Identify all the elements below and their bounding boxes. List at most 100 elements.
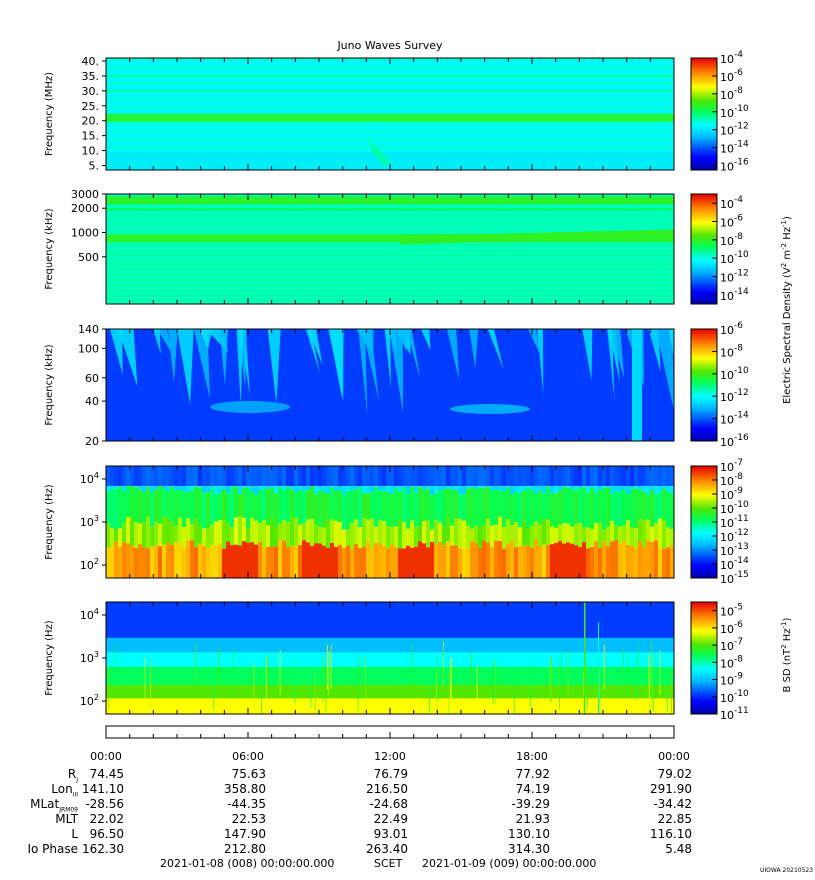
spectrogram-panel-3: 140 100 60 40 20 Frequency (kHz)	[44, 323, 675, 448]
colorbar-tick: 10-14	[720, 411, 749, 427]
colorbar-tick: 10-14	[720, 287, 749, 303]
ephemeris-value: 141.10	[82, 782, 124, 796]
ephemeris-value: 216.50	[366, 782, 408, 796]
ephemeris-value: 22.49	[373, 812, 408, 826]
ytick-label: 60	[85, 372, 99, 385]
ephemeris-value: 130.10	[508, 827, 550, 841]
ephemeris-value: 22.53	[231, 812, 266, 826]
ephemeris-value: 22.85	[657, 812, 692, 826]
ephemeris-value: 22.02	[89, 812, 124, 826]
ytick-label: 103	[80, 514, 99, 529]
ytick-label: 25.	[82, 100, 100, 113]
ytick-label: 40.	[82, 55, 100, 68]
ephemeris-value: 147.90	[224, 827, 266, 841]
ephemeris-value: 75.63	[231, 767, 266, 781]
colorbar-4: 10-710-810-910-1010-1110-1210-1310-1410-…	[690, 458, 749, 586]
ephemeris-value: -39.29	[511, 797, 550, 811]
ytick-label: 2000	[71, 202, 99, 215]
ephemeris-row-label: MLT	[55, 812, 78, 826]
ytick-label: 100	[78, 342, 99, 355]
colorbar-1: 10-4 10-6 10-8 10-10 10-12 10-14 10-16	[690, 50, 749, 174]
ephemeris-value: 212.80	[224, 842, 266, 856]
colorbar-tick: 10-12	[720, 269, 749, 285]
ytick-label: 104	[80, 607, 99, 622]
spectrogram-image-5	[106, 602, 674, 714]
footer-scet: SCET	[374, 857, 403, 870]
bsd-colorbar-label: B SD (nT2 Hz-1)	[780, 617, 793, 692]
ephemeris-row-label: MLatJRM09	[30, 797, 78, 814]
spectrogram-image-4	[106, 466, 674, 578]
ephemeris-value: 76.79	[373, 767, 408, 781]
plot-title: Juno Waves Survey	[336, 39, 443, 52]
ephemeris-value: 263.40	[366, 842, 408, 856]
ytick-label: 40	[85, 395, 99, 408]
ytick-label: 104	[80, 471, 99, 486]
ylabel-4: Frequency (Hz)	[44, 484, 55, 560]
ylabel-1: Frequency (MHz)	[44, 72, 55, 156]
ephemeris-value: 96.50	[89, 827, 124, 841]
ytick-label: 20.	[82, 115, 100, 128]
spectrogram-panel-5: 104 103 102 Frequency (Hz)	[44, 601, 675, 715]
ephemeris-value: 5.48	[665, 842, 692, 856]
ephemeris-value: 21.93	[515, 812, 550, 826]
time-tick-label: 00:00	[658, 750, 690, 763]
colorbar-tick: 10-8	[720, 343, 743, 359]
ephemeris-value: 74.19	[515, 782, 550, 796]
colorbar-tick: 10-9	[720, 672, 743, 688]
spectrogram-image-1	[106, 58, 674, 170]
colorbar-3: 10-6 10-8 10-10 10-12 10-14 10-16	[690, 321, 749, 449]
time-tick-label: 00:00	[90, 750, 122, 763]
ytick-label: 15.	[82, 130, 100, 143]
ephemeris-value: 291.90	[650, 782, 692, 796]
ephemeris-row-label: Io Phase	[27, 842, 78, 856]
colorbar-tick: 10-4	[720, 50, 743, 66]
ephemeris-value: 116.10	[650, 827, 692, 841]
time-tick-label: 12:00	[374, 750, 406, 763]
colorbar-tick: 10-6	[720, 620, 743, 636]
ephemeris-value: -24.68	[369, 797, 408, 811]
footer-end: 2021-01-09 (009) 00:00:00.000	[422, 857, 596, 870]
colorbar-tick: 10-6	[720, 321, 743, 337]
ytick-label: 3000	[71, 188, 99, 201]
colorbar-tick: 10-8	[720, 232, 743, 248]
colorbar-tick: 10-16	[720, 158, 749, 174]
colorbar-tick: 10-5	[720, 603, 743, 619]
ytick-label: 30.	[82, 85, 100, 98]
time-axis: 00:00 06:00 12:00 18:00 00:00	[90, 725, 690, 763]
colorbar-tick: 10-8	[720, 654, 743, 670]
footer-stamp: UIOWA 20210523	[760, 867, 813, 874]
ytick-label: 35.	[82, 70, 100, 83]
ephemeris-value: -44.35	[227, 797, 266, 811]
ephemeris-value: 358.80	[224, 782, 266, 796]
colorbar-tick: 10-8	[720, 86, 743, 102]
spectrogram-panel-4: 104 103 102 Frequency (Hz)	[44, 465, 675, 579]
ytick-label: 10.	[82, 145, 100, 158]
footer-start: 2021-01-08 (008) 00:00:00.000	[160, 857, 334, 870]
electric-colorbar-label: Electric Spectral Density (V2 m-2 Hz-1)	[780, 216, 793, 404]
colorbar-tick: 10-10	[720, 366, 749, 382]
ytick-label: 103	[80, 650, 99, 665]
ytick-label: 102	[80, 693, 99, 708]
colorbar-tick: 10-10	[720, 689, 749, 705]
ephemeris-value: -28.56	[85, 797, 124, 811]
colorbar-tick: 10-12	[720, 388, 749, 404]
colorbar-tick: 10-4	[720, 195, 743, 211]
ytick-label: 500	[78, 251, 99, 264]
colorbar-tick: 10-6	[720, 214, 743, 230]
ephemeris-row-label: L	[71, 827, 78, 841]
time-tick-label: 18:00	[516, 750, 548, 763]
ytick-label: 5.	[89, 160, 100, 173]
ephemeris-row-label: LonIII	[51, 782, 78, 799]
ytick-label: 140	[78, 323, 99, 336]
ytick-label: 20	[85, 435, 99, 448]
ephemeris-value: 93.01	[373, 827, 408, 841]
ephemeris-value: 162.30	[82, 842, 124, 856]
ephemeris-value: 77.92	[515, 767, 550, 781]
time-tick-label: 06:00	[232, 750, 264, 763]
ephemeris-value: 314.30	[508, 842, 550, 856]
colorbar-tick: 10-6	[720, 68, 743, 84]
colorbar-tick: 10-7	[720, 637, 743, 653]
